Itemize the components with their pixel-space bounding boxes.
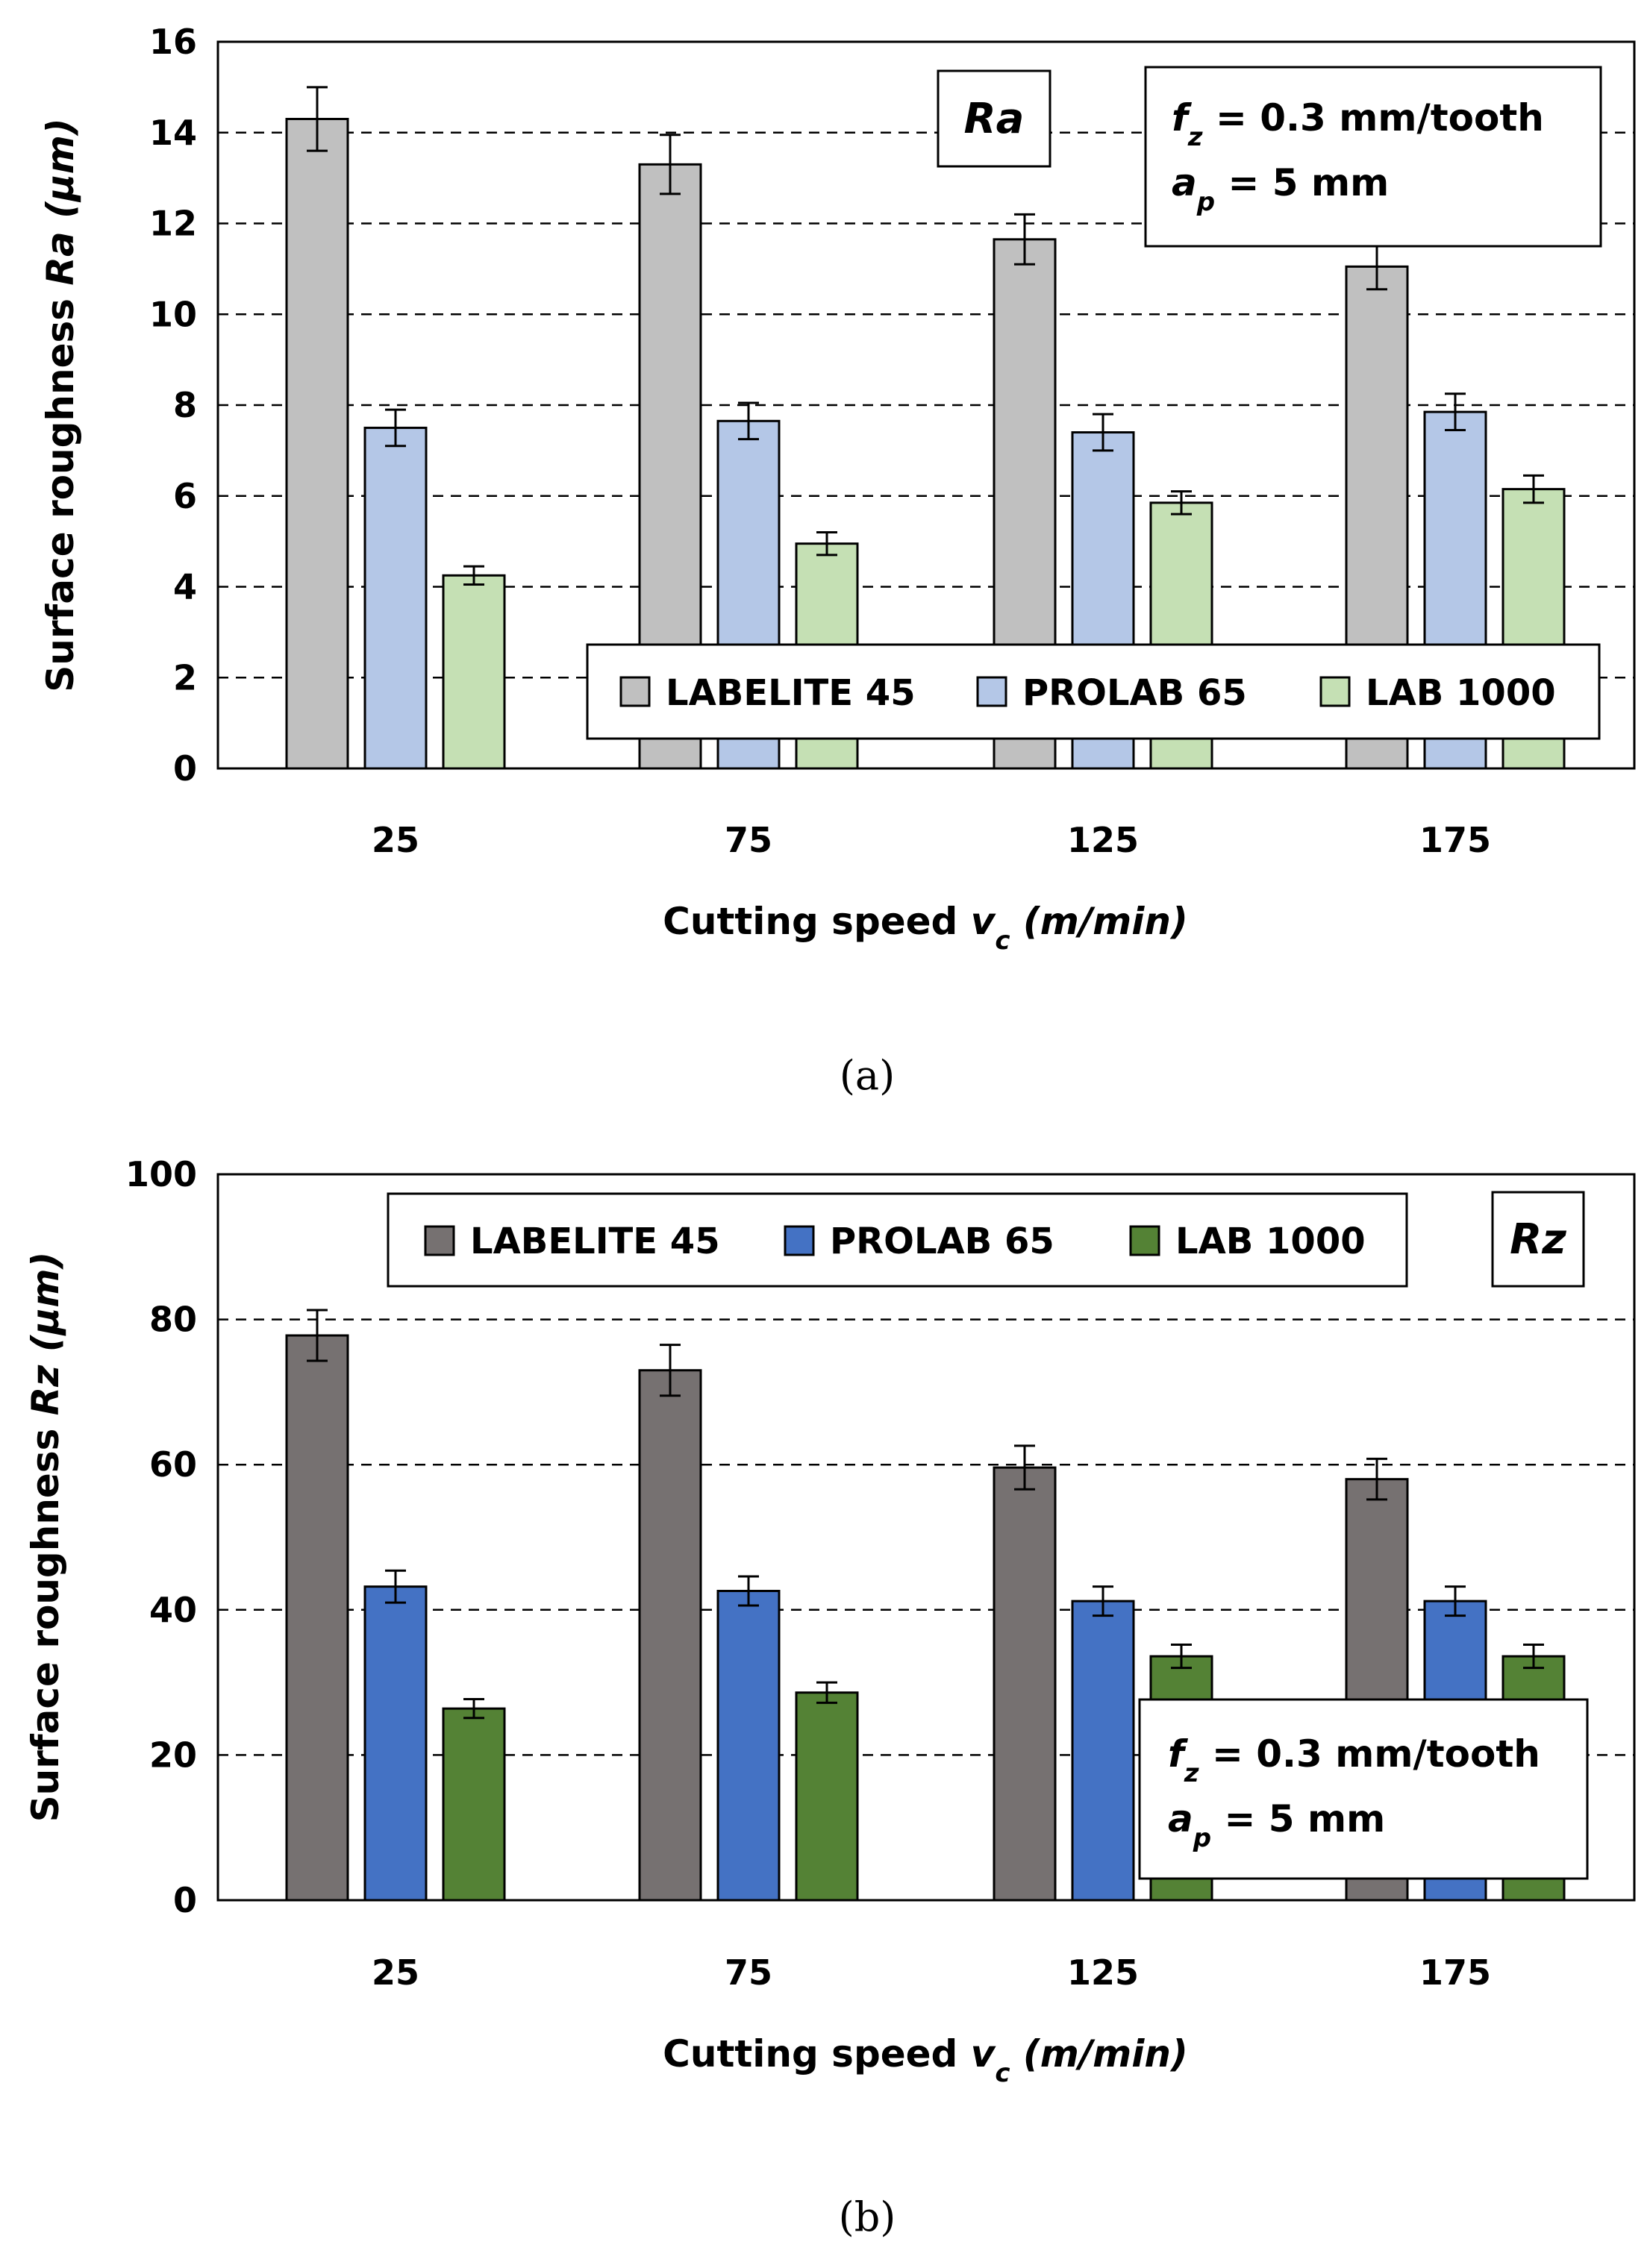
y-tick-label: 4 bbox=[173, 567, 197, 607]
caption-a: (a) bbox=[840, 1052, 895, 1099]
bar bbox=[442, 574, 506, 770]
legend-label-labelite-45: LABELITE 45 bbox=[470, 1221, 720, 1262]
bar bbox=[285, 1334, 349, 1902]
conditions-box bbox=[1144, 66, 1602, 248]
x-tick-label: 25 bbox=[372, 820, 419, 860]
y-tick-label: 2 bbox=[173, 657, 197, 698]
chart-panel-ra: 0 2 4 6 8 10 12 14 16 25 75 125 175 Surface roughne… bbox=[39, 22, 1636, 1099]
y-tick-label: 80 bbox=[149, 1300, 197, 1340]
bar bbox=[363, 426, 428, 770]
panel-tag-rz: Rz bbox=[1510, 1215, 1566, 1264]
feed-rate-note: fz = 0.3 mm/tooth bbox=[1168, 1732, 1540, 1788]
y-tick-labels: 0 20 40 60 80 100 bbox=[125, 1154, 197, 1920]
feed-rate-note: fz = 0.3 mm/tooth bbox=[1172, 96, 1544, 152]
bar bbox=[285, 117, 349, 770]
plot-area-frame bbox=[216, 1173, 1636, 1902]
y-tick-label: 40 bbox=[149, 1590, 197, 1630]
bar bbox=[442, 1707, 506, 1902]
legend-swatch-prolab-65 bbox=[976, 676, 1007, 707]
legend-swatch-prolab-65 bbox=[784, 1225, 815, 1256]
chart-panel-rz: 0 20 40 60 80 100 25 75 125 175 Surface roughnes… bbox=[24, 1154, 1636, 2240]
plot-area-frame bbox=[216, 40, 1636, 770]
y-tick-label: 0 bbox=[173, 1880, 197, 1920]
legend: LABELITE 45 PROLAB 65 LAB 1000 bbox=[387, 1192, 1408, 1288]
bar bbox=[993, 1466, 1057, 1902]
depth-of-cut-note: ap = 5 mm bbox=[1168, 1797, 1385, 1853]
legend-label-lab-1000: LAB 1000 bbox=[1366, 672, 1556, 714]
x-tick-label: 75 bbox=[725, 820, 772, 860]
legend-label-lab-1000: LAB 1000 bbox=[1175, 1221, 1366, 1262]
y-tick-label: 0 bbox=[173, 748, 197, 789]
y-tick-label: 60 bbox=[149, 1444, 197, 1485]
y-tick-label: 12 bbox=[149, 204, 197, 244]
y-tick-label: 10 bbox=[149, 294, 197, 334]
conditions-box bbox=[1138, 1698, 1589, 1880]
y-axis-title: Surface roughness Rz (µm) bbox=[24, 1252, 67, 1823]
legend-box bbox=[387, 1192, 1408, 1288]
bar bbox=[363, 1585, 428, 1902]
y-tick-label: 6 bbox=[173, 476, 197, 516]
x-tick-labels: 25 75 125 175 bbox=[372, 820, 1491, 860]
x-tick-labels: 25 75 125 175 bbox=[372, 1952, 1491, 1993]
y-tick-label: 8 bbox=[173, 385, 197, 425]
legend-swatch-lab-1000 bbox=[1129, 1225, 1160, 1256]
legend-box bbox=[586, 643, 1601, 740]
legend-label-prolab-65: PROLAB 65 bbox=[830, 1221, 1054, 1262]
legend-swatch-lab-1000 bbox=[1319, 676, 1351, 707]
bar bbox=[638, 1369, 702, 1902]
error-bars bbox=[307, 1309, 1544, 1720]
x-tick-label: 175 bbox=[1419, 820, 1491, 860]
panel-tag-box bbox=[1491, 1191, 1585, 1288]
bar bbox=[716, 1590, 781, 1902]
panel-tag-box bbox=[937, 69, 1051, 168]
legend-label-prolab-65: PROLAB 65 bbox=[1022, 672, 1247, 714]
panel-tag-ra: Ra bbox=[964, 95, 1025, 143]
legend-label-labelite-45: LABELITE 45 bbox=[666, 672, 916, 714]
x-axis-title: Cutting speed vc (m/min) bbox=[663, 900, 1188, 956]
x-tick-label: 175 bbox=[1419, 1952, 1491, 1993]
caption-b: (b) bbox=[839, 2193, 896, 2240]
legend-swatch-labelite-45 bbox=[619, 676, 651, 707]
depth-of-cut-note: ap = 5 mm bbox=[1172, 161, 1389, 217]
x-tick-label: 125 bbox=[1067, 820, 1139, 860]
y-tick-label: 100 bbox=[125, 1154, 197, 1194]
x-tick-label: 125 bbox=[1067, 1952, 1139, 1993]
y-tick-label: 16 bbox=[149, 22, 197, 62]
y-axis-title: Surface roughness Ra (µm) bbox=[39, 118, 82, 692]
bar bbox=[1071, 1600, 1135, 1902]
error-bars bbox=[307, 86, 1544, 586]
y-tick-label: 20 bbox=[149, 1735, 197, 1775]
bar bbox=[795, 1691, 859, 1902]
x-tick-label: 25 bbox=[372, 1952, 419, 1993]
x-axis-title: Cutting speed vc (m/min) bbox=[663, 2032, 1188, 2088]
y-tick-labels: 0 2 4 6 8 10 12 14 16 bbox=[149, 22, 197, 789]
legend-swatch-labelite-45 bbox=[424, 1225, 455, 1256]
legend: LABELITE 45 PROLAB 65 LAB 1000 bbox=[586, 643, 1601, 740]
gridlines bbox=[218, 1318, 1634, 1756]
y-tick-label: 14 bbox=[149, 113, 197, 153]
x-tick-label: 75 bbox=[725, 1952, 772, 1993]
